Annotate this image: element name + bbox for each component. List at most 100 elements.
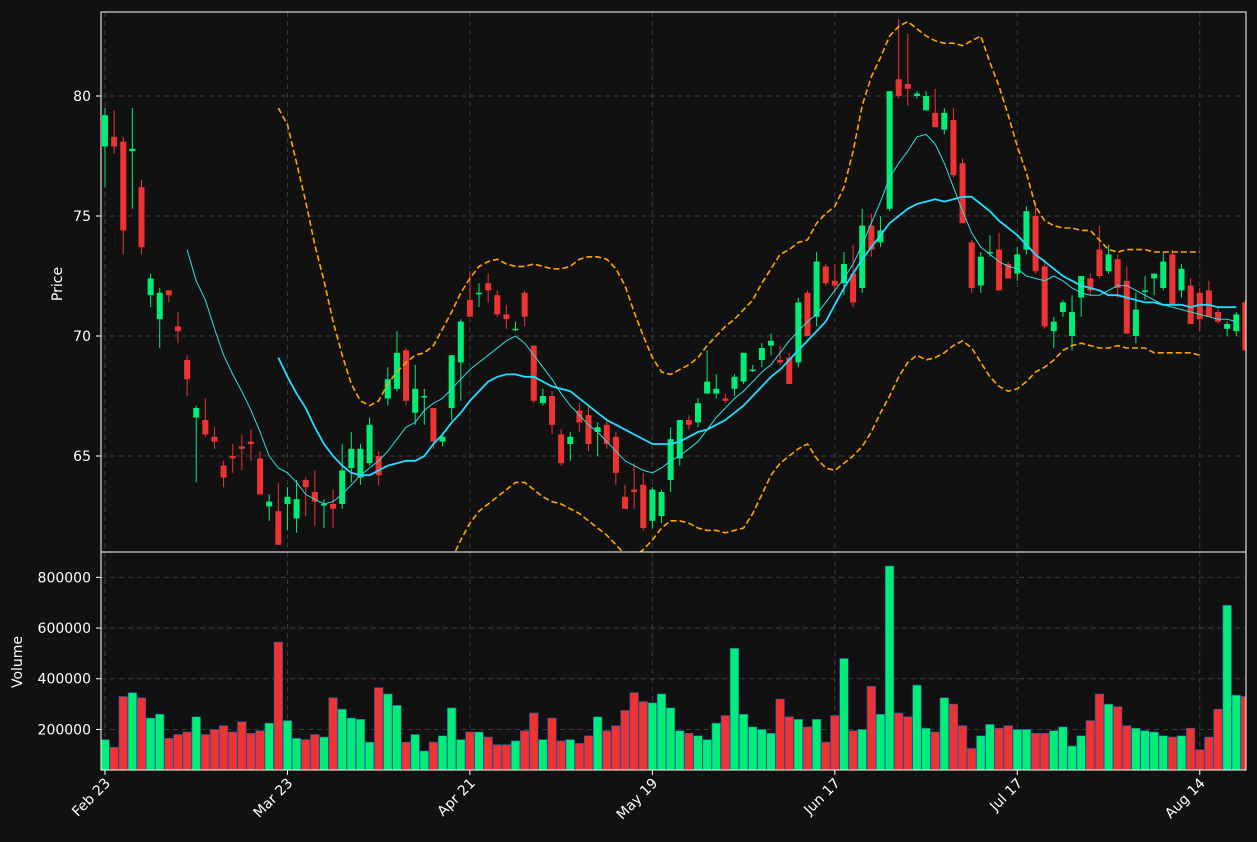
volume-bar [1085,720,1095,770]
volume-bar [529,712,539,770]
volume-bar [1140,730,1150,770]
volume-bar [1122,725,1132,770]
candle-body [1059,302,1066,312]
volume-bar [355,719,366,770]
candle-body [1205,290,1212,317]
volume-bar [492,744,502,770]
candle-body [795,302,802,363]
candle-body [302,480,309,488]
ma-short-line [186,133,1237,505]
volume-bar [565,739,575,770]
candle-body [1196,292,1203,320]
candle-body [585,415,592,444]
candle-body [284,496,291,504]
volume-bar [228,731,238,770]
volume-bar [793,719,803,770]
volume-bar [1058,726,1068,770]
candle-body [375,456,382,476]
volume-bar [784,716,794,770]
candle-body [1069,312,1076,336]
candle-body [603,424,610,444]
candle-body [840,264,847,284]
volume-bar [985,724,995,770]
candles [102,19,1246,552]
candle-body [941,112,948,130]
volume-panel-frame [100,551,1247,771]
volume-axis-label: Volume [10,636,26,688]
volume-bar [1176,735,1187,770]
volume-bar [556,740,566,770]
volume-bar [428,741,439,770]
candle-body [640,484,647,528]
volume-bar [675,730,685,770]
volume-bar [337,708,347,770]
volume-bar [848,730,858,770]
candle-body [895,79,902,96]
candle-body [1132,309,1139,336]
ma-long-line [277,195,1237,477]
candle-body [384,379,391,399]
candle-body [229,456,236,459]
candle-body [174,326,181,332]
candle-body [448,355,455,408]
volume-bar [666,707,676,770]
candle-body [1242,302,1246,351]
volume-bar [1222,604,1232,770]
volume-bar [957,725,968,770]
volume-bar [948,703,959,770]
volume-bar [136,697,147,770]
volume-bar [164,738,174,770]
volume-bar [437,735,448,770]
volume-bar [1094,693,1105,770]
candle-body [959,163,966,224]
candle-body [786,357,793,384]
volume-bar [1131,727,1141,770]
volume-bar [465,731,475,770]
volume-bar [209,729,220,770]
candle-body [275,511,282,545]
candle-body [594,427,601,432]
candle-body [439,436,446,442]
candle-body [430,408,437,442]
volume-bar [583,735,594,770]
candle-body [357,448,364,478]
volume-bar [1049,730,1059,770]
candle-body [850,273,857,303]
candle-body [494,295,501,315]
candle-body [612,436,619,473]
candle-body [1142,290,1149,292]
candle-body [339,470,346,504]
volume-bar [912,684,922,770]
candle-body [913,93,920,96]
bollinger-lower-line [454,339,1201,552]
volume-bar [1012,729,1022,770]
candle-body [822,266,829,284]
volume-panel: 200000 400000 600000 800000 [38,551,1247,771]
volume-bar [638,701,648,770]
volume-bar [118,696,128,770]
volume-bar [903,716,913,770]
volume-bar [939,697,949,770]
volume-bar [830,715,840,770]
volume-bar [383,693,393,770]
volume-bar [319,736,329,770]
candle-body [266,501,273,507]
volume-bar [291,738,302,770]
volume-bar [1158,735,1168,770]
volume-bar [647,702,657,770]
volume-bar [1003,725,1013,770]
candle-body [393,352,400,389]
volume-bar [346,717,356,770]
volume-bar [766,732,776,770]
candle-body [704,381,711,394]
volume-bar [593,716,603,770]
volume-bar [155,713,165,770]
volume-bar [273,641,283,770]
candle-body [348,448,355,468]
candle-body [923,96,930,111]
volume-bar [182,731,192,770]
volume-tick-label: 600000 [38,621,91,637]
candle-body [503,314,510,320]
candle-body [211,436,218,442]
